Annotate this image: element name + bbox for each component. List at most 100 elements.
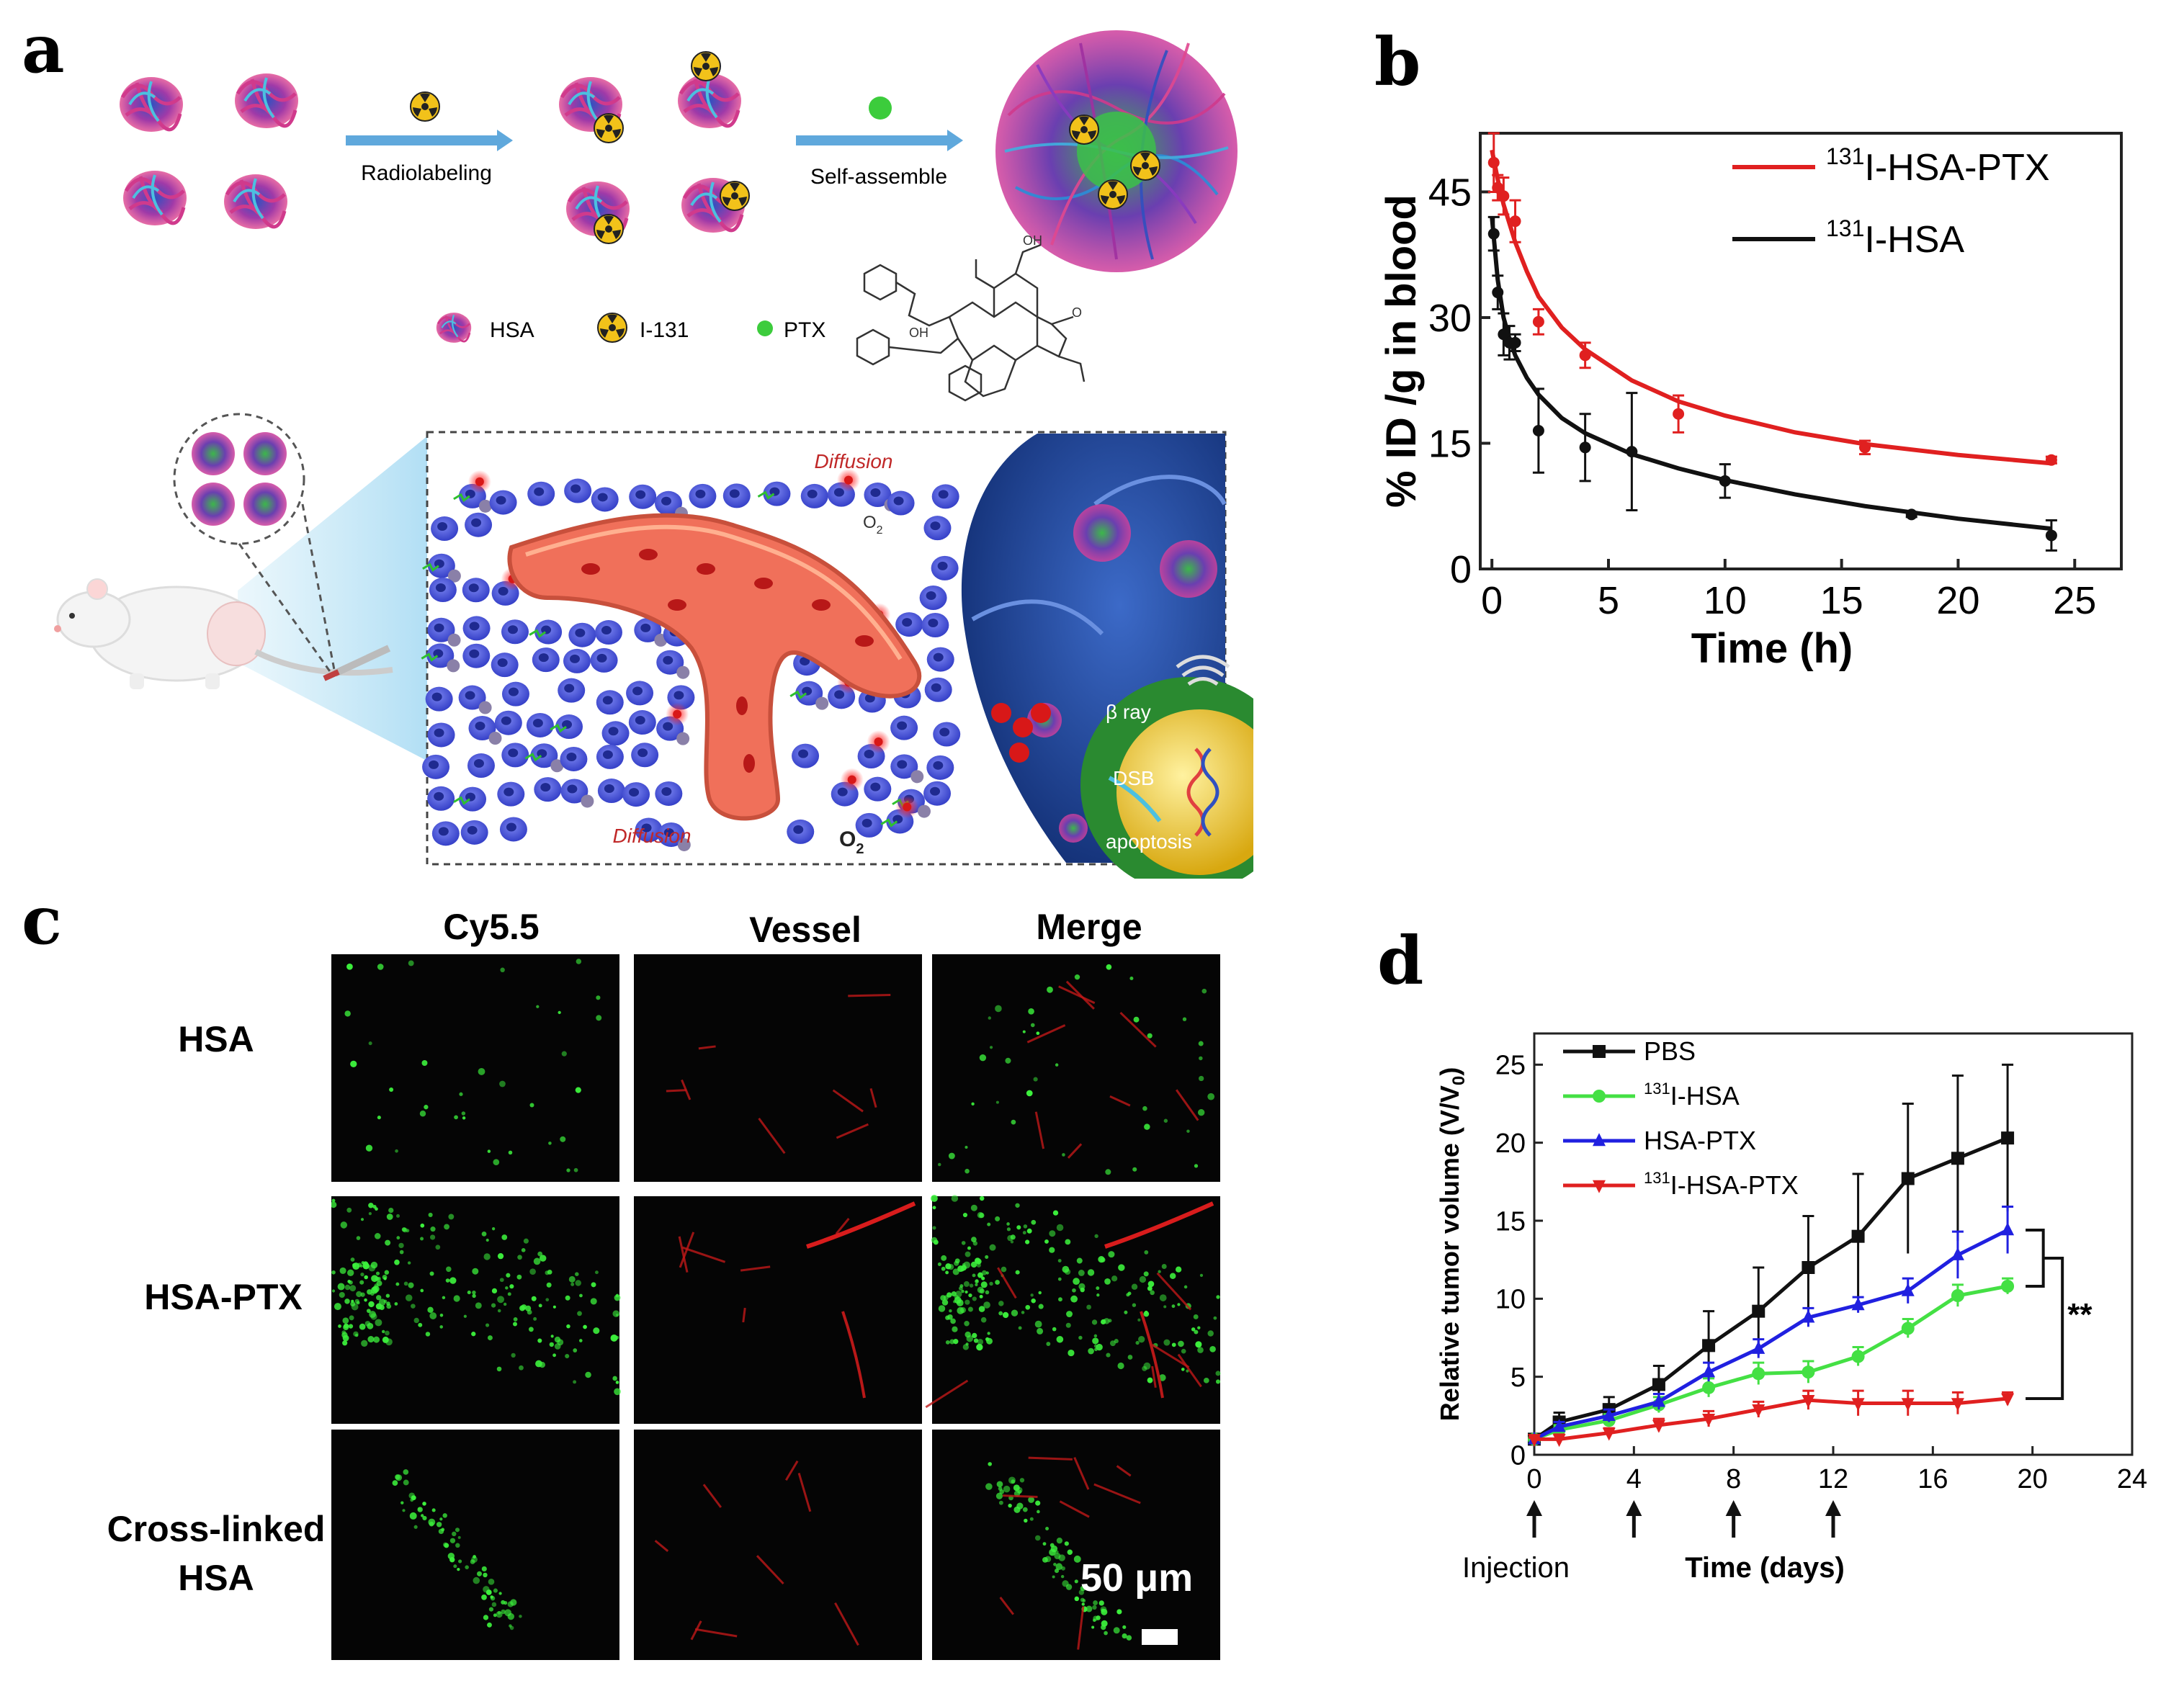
micro-image-r1-c2 [634,954,922,1182]
data-point [1719,475,1731,487]
data-point [1901,1322,1915,1335]
legend-marker [1593,1180,1606,1193]
micro-image-r3-c2 [634,1430,922,1660]
data-point [1752,1304,1765,1318]
data-point [1487,228,1500,240]
legend-hsa: HSA [490,318,534,342]
data-point [1851,1350,1865,1363]
self-assemble-label: Self-assemble [810,165,947,189]
legend-marker [1593,1133,1606,1147]
data-point [1532,315,1544,328]
x-tick-label: 8 [1726,1464,1741,1494]
col-header-cy55: Cy5.5 [443,907,540,947]
x-tick-label: 16 [1917,1464,1948,1494]
data-point [1851,1297,1865,1311]
panel-label-a: a [22,10,65,88]
diffusion-label-bottom: Diffusion [613,825,692,847]
oxygen-label-top: O2 [863,513,883,537]
injection-arrowhead [1725,1500,1742,1516]
data-point [1901,1172,1915,1185]
beta-ray-label: β ray [1106,701,1151,723]
series-0: PBS [1528,1036,2015,1446]
tumor-cell-closeup: β ray DSB apoptosis [961,434,1253,879]
data-point [1802,1365,1815,1379]
plot-frame [1479,132,2123,570]
significance-bracket-inner [2026,1229,2045,1288]
y-tick-label: 20 [1495,1129,1526,1159]
x-axis-label: Time (h) [1691,625,1853,672]
data-point [1752,1367,1765,1381]
data-point [1901,1398,1915,1412]
y-axis-label: Relative tumor volume (V/V0) [1435,1067,1469,1421]
apoptosis-label: apoptosis [1106,830,1192,853]
data-point [1602,1408,1616,1422]
y-axis-label: % ID /g in blood [1378,194,1425,508]
x-tick-label: 5 [1598,579,1619,622]
x-tick-label: 0 [1481,579,1503,622]
x-axis-label: Time (days) [1685,1552,1845,1584]
y-tick-label: 25 [1495,1051,1526,1081]
data-point [2045,529,2057,542]
ptx-drug-icon [869,97,892,120]
data-point [1652,1394,1665,1407]
chart-d: 0 4 8 12 16 20 24 0 5 10 15 20 25 Time (days) Relative… [1435,1032,2147,1584]
y-tick-label: 10 [1495,1285,1526,1315]
data-point [2045,454,2057,466]
fit-line [1490,217,2052,531]
injection-arrowhead [1626,1500,1642,1516]
col-header-vessel: Vessel [749,910,861,950]
series-2: HSA-PTX [1528,1126,2015,1445]
data-point [1492,181,1504,194]
blood-vessel [507,513,922,821]
self-assemble-arrow [796,135,947,145]
x-tick-label: 0 [1526,1464,1541,1494]
svg-text:O: O [1072,305,1082,320]
significance-bracket-outer [2026,1257,2064,1400]
row-label-cross-linked-hsa: Cross-linked HSA [86,1505,346,1602]
x-tick-label: 25 [2053,579,2096,622]
x-tick-label: 20 [1936,579,1979,622]
row-label-hsa: HSA [178,1019,254,1059]
row-label-hsa-ptx: HSA-PTX [144,1277,303,1317]
data-point [1905,508,1917,521]
row-label-cross-linked-line1: Cross-linked [107,1509,326,1549]
data-point [1498,190,1510,202]
series-3: 131I-HSA-PTX [1528,1169,2015,1448]
schematic-illustration: Radiolabeling Self-assemble HSA I-131 PT… [54,30,1253,879]
data-point [1492,287,1504,299]
data-point [1626,446,1638,458]
data-point [2001,1222,2015,1236]
x-tick-label: 10 [1704,579,1747,622]
x-tick-label: 24 [2117,1464,2147,1494]
data-point [1498,328,1510,341]
data-point [1673,408,1685,420]
scale-bar [1142,1629,1178,1645]
series-1: 131I-HSA [1528,1080,2015,1446]
svg-text:OH: OH [909,326,928,340]
data-point [1702,1413,1716,1427]
series-1: 131I-HSA [1487,215,2057,552]
data-point [1851,1229,1865,1243]
x-tick-label: 20 [2018,1464,2048,1494]
oxygen-label: O2 [839,827,864,857]
radiolabeling-arrow [346,135,497,145]
data-point [1702,1381,1716,1394]
injection-arrowhead [1825,1500,1841,1516]
legend-ptx: PTX [784,318,825,342]
data-point [1951,1247,1964,1260]
data-point [1859,441,1871,454]
panel-label-c: c [22,882,63,959]
data-point [1509,336,1521,349]
y-tick-label: 5 [1511,1363,1526,1393]
data-point [1602,1427,1616,1441]
ptx-chemical-structure [856,243,1086,402]
y-tick-label: 0 [1450,548,1472,591]
legend-label: 131I-HSA-PTX [1826,143,2050,189]
micro-image-r2-c3 [925,1195,1221,1424]
legend-marker [1593,1090,1606,1103]
light-beam [238,432,432,763]
y-tick-label: 0 [1511,1440,1526,1471]
data-point [1951,1152,1964,1165]
significance-label: ** [2067,1297,2093,1332]
data-point [1579,349,1591,362]
